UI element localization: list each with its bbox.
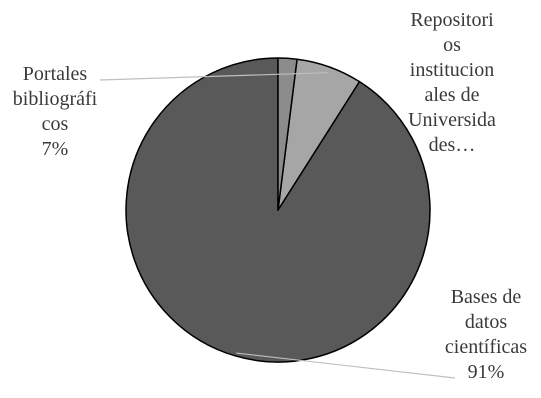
label-value: 91% xyxy=(467,361,505,383)
label-line: cos xyxy=(41,113,69,135)
leader-lines xyxy=(99,72,456,379)
label-line: bibliográfi xyxy=(12,88,98,110)
slice-label-repositorios: Repositori os institucion ales de Univer… xyxy=(390,8,514,158)
slice-label-portales: Portales bibliográfi cos 7% xyxy=(0,62,110,162)
label-value: 7% xyxy=(41,138,69,160)
label-line: os xyxy=(443,34,461,56)
label-line: datos xyxy=(464,311,508,333)
leader-line-1 xyxy=(99,72,328,81)
leader-line-0 xyxy=(236,352,456,379)
label-line: Bases de xyxy=(450,286,522,308)
label-line: institucion xyxy=(409,59,495,81)
label-line: Universida xyxy=(408,109,496,131)
pie-slices xyxy=(125,57,431,363)
label-line: Repositori xyxy=(410,9,494,31)
label-line: científicas xyxy=(444,336,528,358)
label-line: des… xyxy=(428,134,476,156)
label-line: Portales xyxy=(22,63,88,85)
slice-label-bases-de-datos: Bases de datos científicas 91% xyxy=(432,285,540,385)
label-line: ales de xyxy=(424,84,480,106)
pie-slice-2 xyxy=(277,57,298,211)
